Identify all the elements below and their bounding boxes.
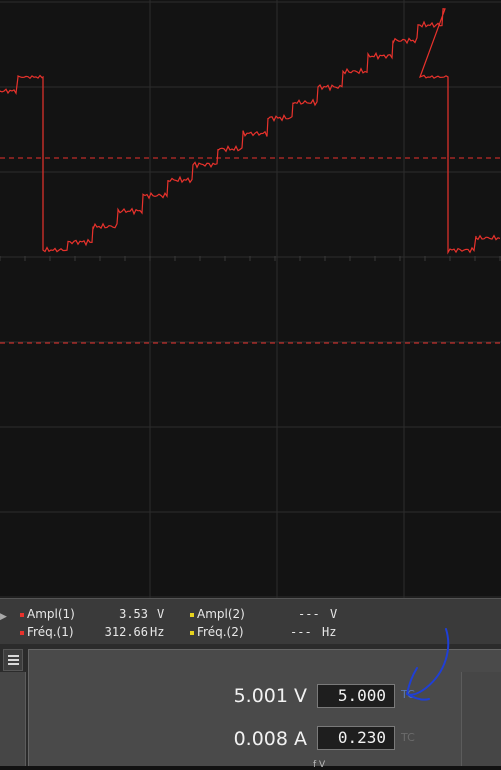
- signal-trace-ch1: [0, 8, 501, 255]
- measurement-value: 312.66: [104, 625, 148, 639]
- ch2-marker-icon: [190, 630, 194, 635]
- measurement-unit: V: [330, 607, 338, 621]
- measurement-freq-1: Fréq.(1): [20, 625, 74, 639]
- measurements-bar: ▶ Ampl(1) 3.53 V Fréq.(1) 312.66 Hz Ampl…: [0, 598, 501, 644]
- measurement-label: Fréq.(1): [27, 625, 74, 639]
- hamburger-menu-icon[interactable]: [3, 649, 23, 671]
- psu-side-strip-right: [461, 672, 501, 766]
- measurement-label: Ampl(1): [27, 607, 75, 621]
- voltage-setpoint-input[interactable]: 5.000: [317, 684, 395, 708]
- measurement-ampl-1: Ampl(1): [20, 607, 75, 621]
- voltage-readout: 5.001 V: [233, 685, 307, 707]
- scope-grid: [0, 0, 501, 598]
- power-supply-section: 5.001 V 5.000 TC 0.008 A 0.230 TC: [0, 644, 501, 766]
- ch1-marker-icon: [20, 630, 24, 635]
- ch2-marker-icon: [190, 612, 194, 617]
- measurement-label: Fréq.(2): [197, 625, 244, 639]
- ch1-marker-icon: [20, 612, 24, 617]
- oscilloscope-display: [0, 0, 501, 598]
- partial-label: f V: [313, 760, 326, 770]
- measurement-unit: Hz: [150, 625, 165, 639]
- measurement-ampl-2: Ampl(2): [190, 607, 245, 621]
- measurement-value: 3.53: [119, 607, 148, 621]
- current-tc-badge[interactable]: TC: [401, 731, 415, 744]
- voltage-tc-badge[interactable]: TC: [401, 688, 415, 701]
- measurement-unit: V: [157, 607, 165, 621]
- measurement-label: Ampl(2): [197, 607, 245, 621]
- current-readout: 0.008 A: [233, 728, 307, 750]
- measurement-freq-2: Fréq.(2): [190, 625, 244, 639]
- chevron-right-icon[interactable]: ▶: [0, 612, 7, 622]
- measurement-value: ---: [290, 625, 312, 639]
- measurement-unit: Hz: [322, 625, 337, 639]
- measurement-value: ---: [298, 607, 320, 621]
- psu-side-strip-left: [0, 672, 26, 766]
- current-setpoint-input[interactable]: 0.230: [317, 726, 395, 750]
